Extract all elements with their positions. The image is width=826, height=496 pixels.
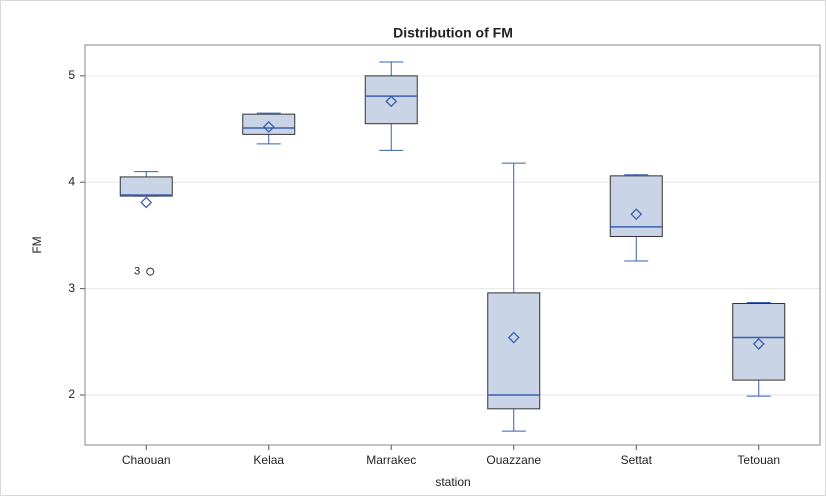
outlier <box>146 267 155 276</box>
mean-marker <box>507 331 520 344</box>
x-tick-label: Marrakec <box>366 453 416 467</box>
x-tick-label: Settat <box>621 453 653 467</box>
box <box>119 176 173 197</box>
mean-marker <box>140 196 153 209</box>
y-tick-label: 3 <box>68 281 75 295</box>
box <box>242 113 296 135</box>
chart-title: Distribution of FM <box>393 25 513 41</box>
outlier-label: 3 <box>134 266 140 278</box>
y-tick-label: 5 <box>68 68 75 82</box>
mean-marker <box>262 120 275 133</box>
box <box>487 292 541 410</box>
plot-area <box>84 44 821 446</box>
x-axis-label: station <box>435 475 470 489</box>
box <box>364 75 418 125</box>
mean-marker <box>752 338 765 350</box>
box <box>732 303 786 381</box>
y-tick-label: 2 <box>68 387 75 401</box>
mean-marker <box>385 95 398 108</box>
x-tick-label: Kelaa <box>253 453 284 467</box>
x-tick-label: Ouazzane <box>486 453 541 467</box>
y-tick-label: 4 <box>68 174 75 188</box>
y-axis-label: FM <box>30 236 44 253</box>
x-tick-label: Chaouan <box>122 453 171 467</box>
mean-marker <box>630 208 643 221</box>
x-tick-label: Tetouan <box>737 453 780 467</box>
